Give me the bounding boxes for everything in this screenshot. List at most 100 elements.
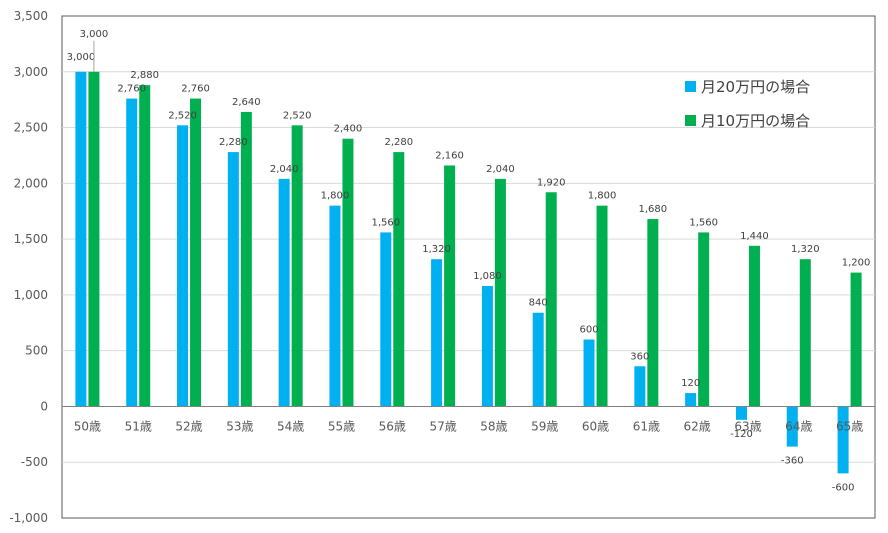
y-tick-label: 1,500 — [14, 232, 48, 246]
bar-series-10man — [799, 259, 811, 407]
bar-series-20man — [329, 205, 341, 407]
data-label: 1,800 — [321, 191, 350, 202]
data-label: 840 — [529, 298, 548, 309]
bar-series-20man — [481, 285, 493, 407]
x-tick-label: 53歳 — [226, 419, 253, 433]
data-label: 2,400 — [334, 124, 363, 135]
y-tick-label: 3,000 — [14, 65, 48, 79]
bar-series-10man — [494, 178, 506, 407]
data-label: 1,560 — [371, 217, 400, 228]
bar-series-20man — [227, 152, 239, 407]
legend-label: 月20万円の場合 — [701, 78, 810, 96]
bar-series-20man — [583, 339, 595, 407]
data-label: 2,880 — [130, 70, 159, 81]
data-label: -360 — [781, 456, 804, 467]
x-tick-label: 61歳 — [633, 419, 660, 433]
data-label: 120 — [681, 378, 700, 389]
data-label: 1,200 — [842, 258, 871, 269]
bar-series-10man — [647, 219, 659, 407]
data-label: 2,280 — [384, 137, 413, 148]
plot-frame — [61, 15, 876, 519]
data-label: 1,440 — [740, 231, 769, 242]
x-tick-label: 51歳 — [125, 419, 152, 433]
data-label: 3,000 — [80, 29, 109, 40]
x-axis-ticks: 50歳 51歳 52歳 53歳 54歳 55歳 56歳 57歳 58歳 59歳 60歳 61歳 62歳 6… — [74, 419, 863, 433]
data-label: 2,520 — [168, 110, 197, 121]
data-label: 2,040 — [486, 164, 515, 175]
y-tick-label: 3,500 — [14, 9, 48, 23]
data-label: -600 — [832, 482, 855, 493]
bar-series-10man — [342, 138, 354, 407]
x-tick-label: 63歳 — [734, 419, 761, 433]
data-label: 2,280 — [219, 137, 248, 148]
data-label: 1,920 — [537, 177, 566, 188]
x-tick-label: 54歳 — [277, 419, 304, 433]
data-label: 2,160 — [435, 150, 464, 161]
bar-series-20man — [431, 259, 443, 407]
x-tick-label: 57歳 — [429, 419, 456, 433]
x-tick-label: 62歳 — [684, 419, 711, 433]
bar-series-10man — [545, 192, 557, 407]
data-label: 1,320 — [791, 244, 820, 255]
data-label: 1,080 — [473, 271, 502, 282]
bar-series-10man — [596, 205, 608, 407]
bar-series-20man — [126, 98, 138, 407]
bar-series-20man — [837, 406, 849, 474]
x-tick-label: 58歳 — [480, 419, 507, 433]
bar-series-10man — [393, 152, 405, 407]
x-tick-label: 59歳 — [531, 419, 558, 433]
y-tick-label: 2,500 — [14, 121, 48, 135]
bar-series-20man — [735, 406, 747, 420]
y-tick-label: -500 — [21, 455, 48, 469]
bar-series-10man — [748, 245, 760, 407]
y-tick-label: 500 — [25, 344, 48, 358]
x-tick-label: 52歳 — [175, 419, 202, 433]
y-tick-label: -1,000 — [9, 511, 48, 525]
bar-series-10man — [698, 232, 710, 407]
x-tick-label: 64歳 — [785, 419, 812, 433]
x-tick-label: 60歳 — [582, 419, 609, 433]
data-label: -120 — [730, 429, 753, 440]
data-label: 360 — [630, 351, 649, 362]
data-label: 1,800 — [588, 191, 617, 202]
data-label: 3,000 — [67, 52, 96, 63]
legend-label: 月10万円の場合 — [701, 112, 810, 130]
bar-series-10man — [88, 71, 100, 407]
x-tick-label: 50歳 — [74, 419, 101, 433]
data-label: 2,760 — [117, 84, 146, 95]
data-label: 2,640 — [232, 97, 261, 108]
x-tick-label: 55歳 — [328, 419, 355, 433]
x-tick-label: 56歳 — [379, 419, 406, 433]
bar-series-20man — [278, 178, 290, 407]
data-label: 1,320 — [422, 244, 451, 255]
bar-series-10man — [139, 85, 151, 407]
bar-series-10man — [850, 272, 862, 407]
y-tick-label: 0 — [40, 399, 48, 413]
bar-series-10man — [240, 111, 252, 407]
bar-series-20man — [380, 232, 392, 407]
data-label: 2,760 — [181, 84, 210, 95]
bar-series-10man — [190, 98, 202, 407]
data-label: 1,680 — [639, 204, 668, 215]
y-tick-label: 1,000 — [14, 288, 48, 302]
y-tick-label: 2,000 — [14, 176, 48, 190]
legend-swatch — [685, 115, 696, 126]
bar-series-20man — [685, 393, 697, 407]
bar-series-20man — [532, 312, 544, 407]
bar-series-20man — [177, 125, 189, 407]
bars — [75, 71, 862, 474]
data-label: 2,040 — [270, 164, 299, 175]
x-tick-label: 65歳 — [836, 419, 863, 433]
bar-series-20man — [75, 71, 87, 407]
legend-swatch — [685, 81, 696, 92]
bar-series-20man — [786, 406, 798, 447]
data-labels: 3,000 3,000 2,760 2,880 2,520 2,760 2,280 2,640… — [67, 29, 871, 494]
bar-series-10man — [444, 165, 456, 407]
bar-series-10man — [291, 125, 303, 407]
data-label: 2,520 — [283, 110, 312, 121]
data-label: 600 — [579, 325, 598, 336]
bar-series-20man — [634, 366, 646, 407]
data-label: 1,560 — [689, 217, 718, 228]
